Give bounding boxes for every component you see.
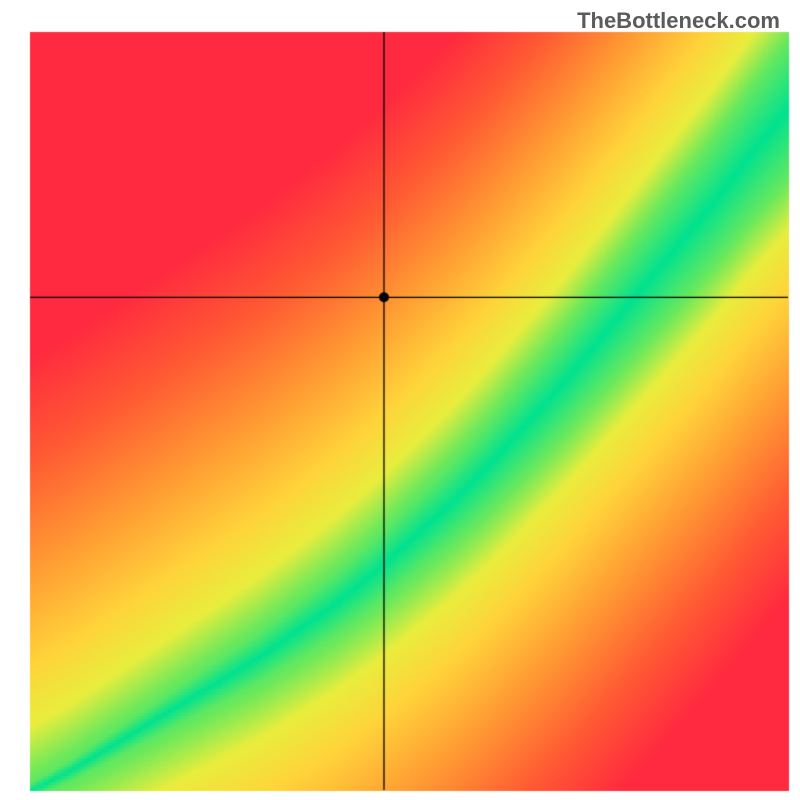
chart-container: TheBottleneck.com [0, 0, 800, 800]
watermark-label: TheBottleneck.com [577, 8, 780, 34]
heatmap-canvas [0, 0, 800, 800]
